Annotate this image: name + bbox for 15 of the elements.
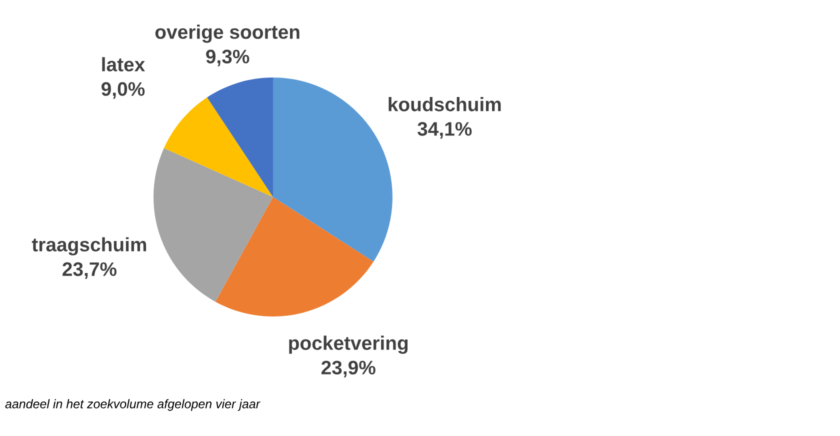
pie-slice [154, 148, 273, 302]
slice-label: traagschuim [32, 237, 146, 256]
slice-label: koudschuim [388, 97, 501, 112]
text: aandeel in het zoekvolume afgelopen vier jaar [5, 399, 260, 411]
pie-slice [207, 78, 273, 197]
pie-slice [215, 197, 374, 316]
slice-label: pocketvering [289, 336, 408, 354]
data-label: 9,3% [206, 50, 250, 66]
slice-label: latex [102, 57, 146, 72]
data-label: 34,1% [418, 122, 472, 139]
slice-label: overige soorten [155, 24, 300, 43]
data-label: 9,0% [102, 82, 145, 99]
pie-slice [164, 97, 273, 197]
data-label: 23,7% [62, 262, 117, 279]
data-label: 23,9% [321, 360, 376, 378]
